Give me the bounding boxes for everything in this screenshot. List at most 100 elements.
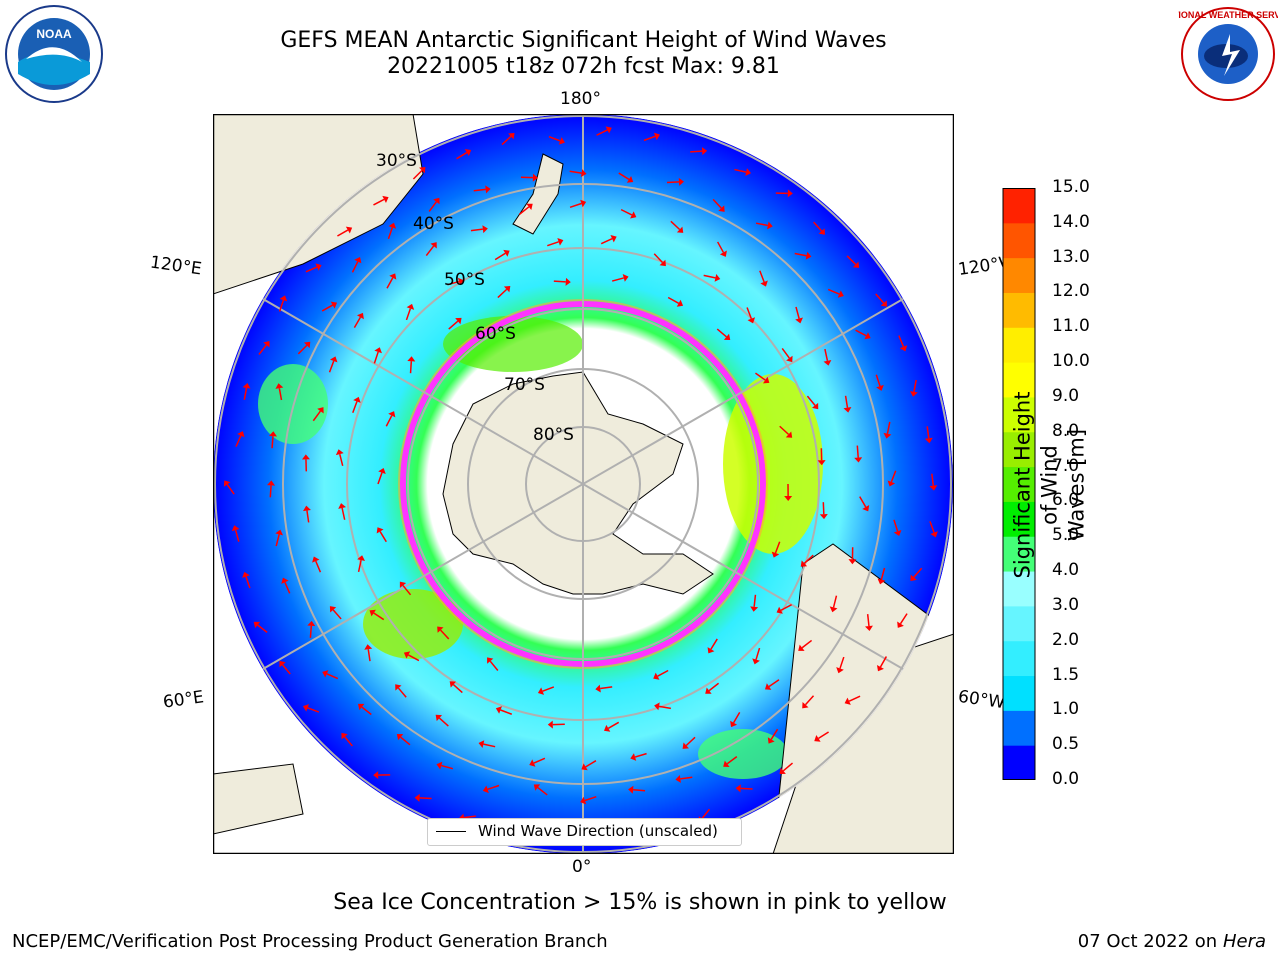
- arrow-head: [335, 449, 344, 456]
- arrow-head: [628, 785, 634, 794]
- colorbar-segment: [1003, 257, 1035, 293]
- arrow-head: [329, 356, 338, 363]
- wave-direction-arrow: [732, 712, 741, 724]
- colorbar-tick-label: 1.5: [1052, 664, 1080, 685]
- wave-direction-arrow: [309, 625, 313, 638]
- noaa-wordmark: NOAA: [36, 27, 72, 41]
- wave-direction-arrow: [839, 656, 845, 669]
- wave-direction-arrow: [913, 379, 917, 392]
- arrow-head: [767, 221, 773, 230]
- wave-direction-arrow: [438, 717, 449, 727]
- wave-direction-arrow: [489, 660, 499, 671]
- arrow-head: [437, 626, 444, 633]
- wave-direction-arrow: [258, 344, 267, 355]
- arrow-head: [730, 720, 738, 728]
- wave-direction-arrow: [441, 764, 454, 770]
- lat-label-30s: 30°S: [376, 151, 417, 171]
- wave-direction-arrow: [483, 743, 496, 748]
- wave-direction-arrow: [611, 277, 624, 282]
- arrow-head: [407, 356, 416, 362]
- lat-label-60s: 60°S: [475, 324, 516, 344]
- wave-direction-arrow: [409, 361, 413, 374]
- arrow-head: [389, 273, 397, 280]
- wave-direction-arrow: [297, 344, 308, 355]
- arrow-head: [811, 402, 819, 410]
- arrow-head: [745, 168, 752, 177]
- arrow-head: [364, 644, 373, 650]
- arrow-head: [435, 714, 443, 722]
- arrow-head: [653, 672, 660, 680]
- wave-direction-arrow: [585, 760, 597, 768]
- arrow-head: [580, 169, 587, 178]
- map-legend: Wind Wave Direction (unscaled): [427, 818, 742, 846]
- wave-direction-arrow: [234, 529, 240, 542]
- wave-direction-arrow: [226, 484, 235, 495]
- wave-direction-arrow: [634, 752, 647, 758]
- arrow-head: [818, 228, 825, 235]
- arrow-head: [237, 431, 245, 438]
- wave-direction-arrow: [278, 299, 285, 312]
- arrow-head: [678, 177, 684, 186]
- arrow-head: [862, 505, 870, 512]
- wave-direction-arrow: [328, 360, 335, 373]
- wave-direction-arrow: [795, 306, 800, 319]
- colorbar-tick-label: 2.0: [1052, 629, 1080, 650]
- arrow-head: [253, 621, 261, 629]
- colorbar-segment: [1003, 536, 1035, 572]
- wave-direction-arrow: [533, 757, 546, 764]
- arrow-head: [723, 333, 731, 341]
- colorbar-segment: [1003, 571, 1035, 607]
- arrow-head: [802, 702, 809, 709]
- colorbar-tick-label: 12.0: [1052, 281, 1090, 302]
- wave-direction-arrow: [405, 308, 412, 321]
- colorbar-segment: [1003, 605, 1035, 642]
- arrow-head: [279, 660, 286, 668]
- arrow-head: [930, 531, 938, 538]
- wave-direction-arrow: [755, 647, 761, 660]
- wave-direction-arrow: [321, 304, 334, 312]
- wave-direction-arrow: [801, 639, 813, 649]
- wave-direction-arrow: [357, 559, 362, 573]
- arrow-head: [719, 250, 727, 257]
- wave-direction-arrow: [844, 395, 849, 408]
- colorbar-tick-label: 5.0: [1052, 525, 1080, 546]
- arrow-head: [317, 407, 324, 414]
- arrow-head: [819, 514, 828, 520]
- wave-direction-arrow: [806, 395, 816, 406]
- colorbar-segment: [1003, 710, 1035, 746]
- arrow-head: [675, 774, 681, 783]
- arrow-head: [396, 734, 404, 741]
- wave-direction-arrow: [487, 784, 500, 791]
- wave-direction-arrow: [734, 168, 747, 173]
- arrow-head: [279, 295, 288, 302]
- wave-direction-arrow: [537, 786, 548, 796]
- wave-direction-arrow: [818, 731, 829, 740]
- wave-direction-arrow: [822, 502, 825, 515]
- wave-direction-arrow: [470, 228, 483, 232]
- arrow-head: [329, 606, 337, 613]
- antarctica-land: [442, 371, 714, 595]
- lon-label-60e: 60°E: [161, 687, 206, 713]
- arrow-head: [455, 317, 462, 325]
- wave-direction-arrow: [848, 695, 861, 702]
- arrow-head: [503, 249, 510, 257]
- arrow-head: [910, 391, 918, 397]
- wave-direction-arrow: [824, 348, 829, 361]
- arrow-head: [795, 317, 803, 324]
- lat-label-80s: 80°S: [533, 425, 574, 445]
- arrow-head: [580, 796, 587, 805]
- wave-direction-arrow: [657, 669, 669, 677]
- wave-direction-arrow: [618, 172, 630, 181]
- wave-direction-arrow: [931, 473, 935, 486]
- wave-direction-arrow: [305, 266, 318, 273]
- arrow-head: [581, 763, 588, 771]
- arrow-head: [626, 176, 634, 183]
- arrow-head: [558, 137, 565, 145]
- sea-ice-caption: Sea Ice Concentration > 15% is shown in …: [333, 890, 947, 915]
- arrow-head: [414, 793, 420, 802]
- arrow-head: [382, 195, 389, 203]
- arrow-head: [897, 621, 904, 628]
- polar-map: [213, 114, 954, 854]
- producer-footer: NCEP/EMC/Verification Post Processing Pr…: [12, 931, 608, 952]
- wave-direction-arrow: [794, 252, 807, 257]
